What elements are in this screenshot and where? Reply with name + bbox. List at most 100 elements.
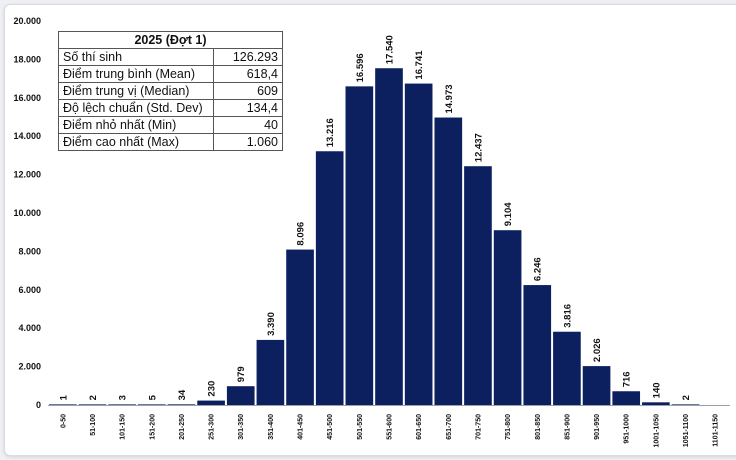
x-tick-label: 351-400 [268, 414, 275, 440]
x-tick-label: 651-700 [446, 414, 453, 440]
y-tick-label: 16.000 [13, 93, 41, 103]
bar-data-label: 13.216 [325, 118, 336, 147]
y-tick-label: 0 [36, 400, 41, 410]
histogram-bar [493, 230, 522, 405]
bar-data-label: 716 [622, 371, 633, 387]
histogram-bar [553, 331, 581, 405]
y-tick-label: 14.000 [13, 131, 41, 141]
stats-value: 126.293 [213, 48, 283, 66]
stats-value: 609 [213, 82, 283, 100]
x-tick-label: 151-200 [149, 414, 156, 440]
stats-row: Độ lệch chuẩn (Std. Dev) 134,4 [58, 99, 283, 117]
x-tick-label: 1001-1050 [653, 414, 660, 448]
bar-data-label: 979 [236, 366, 247, 382]
histogram-bar [286, 249, 314, 405]
bar-data-label: 3.816 [562, 304, 573, 328]
bar-data-label: 8.096 [296, 222, 307, 246]
stats-label: Số thí sinh [58, 48, 214, 66]
bar-data-label: 1 [58, 394, 69, 400]
bar-data-label: 2 [88, 395, 99, 400]
bar-data-label: 14.973 [444, 84, 455, 113]
x-tick-label: 501-550 [357, 414, 364, 440]
bar-data-label: 16.596 [355, 53, 366, 82]
x-tick-label: 1051-1100 [683, 414, 690, 447]
stats-value: 1.060 [213, 133, 283, 151]
x-tick-label: 101-150 [120, 414, 127, 440]
x-tick-label: 251-300 [209, 414, 216, 440]
y-tick-label: 2.000 [18, 362, 41, 372]
bar-data-label: 5 [147, 394, 158, 400]
histogram-bar [523, 285, 552, 405]
y-tick-label: 10.000 [13, 208, 41, 218]
x-tick-label: 1101-1150 [713, 414, 720, 447]
histogram-bar [167, 404, 196, 405]
bar-data-label: 6.246 [533, 257, 544, 281]
stats-row: Số thí sinh 126.293 [58, 48, 283, 66]
bar-data-label: 2 [681, 395, 692, 400]
x-tick-label: 751-800 [505, 414, 512, 440]
y-tick-label: 4.000 [18, 323, 41, 333]
bar-data-label: 34 [177, 389, 188, 400]
stats-row: Điểm trung bình (Mean) 618,4 [58, 65, 283, 83]
bar-data-label: 230 [207, 381, 218, 397]
y-tick-label: 18.000 [13, 54, 41, 64]
histogram-bar [375, 68, 403, 406]
x-tick-label: 951-1000 [624, 414, 631, 444]
bar-data-label: 17.540 [385, 35, 396, 64]
bar-data-label: 16.741 [414, 50, 425, 80]
histogram-bar [404, 83, 433, 405]
y-tick-label: 8.000 [18, 246, 41, 256]
stats-row: Điểm cao nhất (Max) 1.060 [58, 133, 283, 151]
stats-label: Điểm cao nhất (Max) [58, 133, 214, 151]
histogram-bar [642, 402, 670, 405]
x-tick-label: 701-750 [475, 414, 482, 440]
bar-data-label: 140 [651, 382, 662, 398]
stats-label: Độ lệch chuẩn (Std. Dev) [58, 99, 214, 117]
y-tick-label: 20.000 [13, 16, 41, 26]
x-tick-label: 851-900 [564, 414, 571, 440]
histogram-bar [137, 404, 166, 405]
bar-data-label: 12.437 [473, 133, 484, 162]
stats-label: Điểm trung vị (Median) [58, 82, 214, 100]
x-tick-label: 201-250 [179, 414, 186, 440]
x-tick-label: 901-950 [594, 414, 601, 440]
stats-value: 40 [213, 116, 283, 134]
stats-value: 618,4 [213, 65, 283, 83]
stats-table: 2025 (Đợt 1) Số thí sinh 126.293 Điểm tr… [58, 31, 283, 151]
histogram-bar [49, 404, 77, 405]
histogram-bar [345, 86, 374, 405]
bar-data-label: 3 [118, 395, 129, 400]
x-tick-label: 451-500 [327, 414, 334, 440]
x-tick-label: 301-350 [238, 414, 245, 440]
stats-table-title: 2025 (Đợt 1) [58, 31, 283, 49]
x-tick-label: 51-100 [90, 414, 97, 436]
stats-label: Điểm trung bình (Mean) [58, 65, 214, 83]
histogram-bar [197, 400, 225, 405]
histogram-bar [434, 117, 463, 405]
histogram-bar [78, 404, 107, 405]
stats-value: 134,4 [213, 99, 283, 117]
histogram-bar [226, 386, 255, 405]
bar-data-label: 2.026 [592, 338, 603, 362]
x-tick-label: 551-600 [387, 414, 394, 440]
y-tick-label: 6.000 [18, 285, 41, 295]
x-tick-label: 601-650 [416, 414, 423, 440]
bar-data-label: 3.390 [266, 312, 277, 336]
histogram-bar [612, 391, 641, 405]
histogram-bar [464, 166, 492, 405]
histogram-bar [108, 404, 136, 405]
stats-label: Điểm nhỏ nhất (Min) [58, 116, 214, 134]
stats-row: Điểm trung vị (Median) 609 [58, 82, 283, 100]
stats-table-header-row: 2025 (Đợt 1) [58, 31, 283, 49]
histogram-bar [256, 339, 285, 405]
histogram-bar [315, 151, 344, 405]
x-tick-label: 0-50 [60, 414, 67, 428]
y-tick-label: 12.000 [13, 170, 41, 180]
x-tick-label: 801-850 [535, 414, 542, 440]
bar-data-label: 9.104 [503, 202, 514, 226]
histogram-bar [671, 404, 700, 405]
x-tick-label: 401-450 [298, 414, 305, 440]
histogram-bar [582, 366, 611, 405]
